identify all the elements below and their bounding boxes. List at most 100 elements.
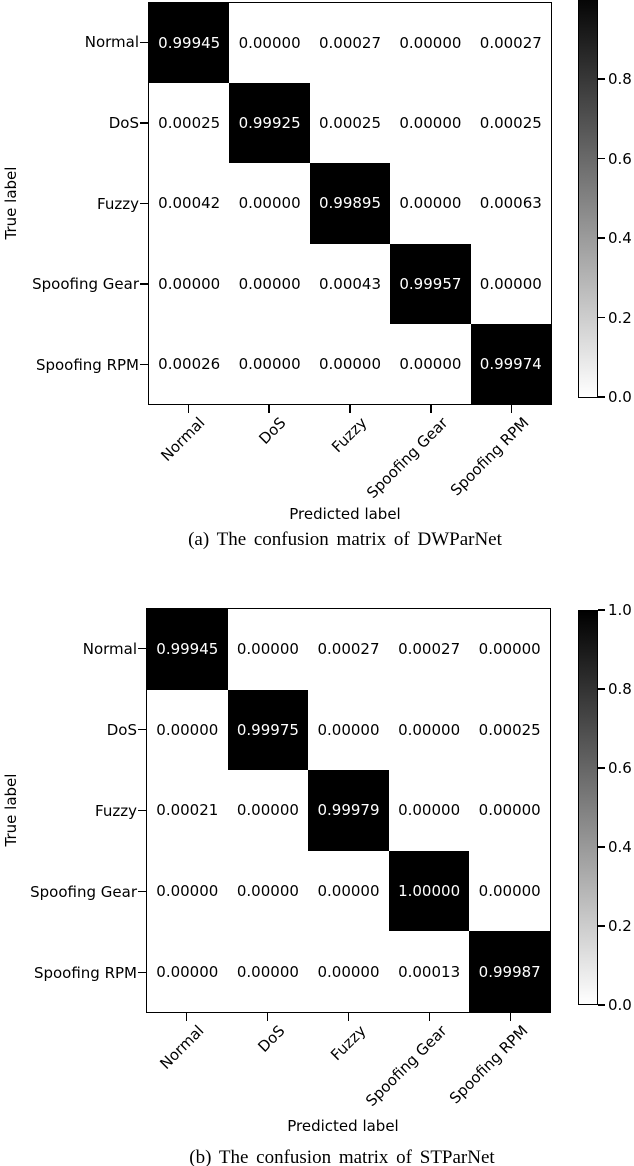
x-axis-title: Predicted label	[287, 1117, 399, 1135]
matrix-cell: 0.00000	[318, 354, 381, 373]
colorbar-tick-label: 0.6	[608, 759, 632, 777]
y-tick	[138, 971, 146, 974]
matrix-cell: 0.99925	[229, 83, 310, 164]
y-tick	[138, 890, 146, 893]
matrix-cell: 0.99975	[227, 689, 309, 771]
y-tick-label: Spoofing Gear	[32, 275, 139, 294]
matrix-cell: 0.00000	[398, 801, 461, 820]
matrix-cell: 0.00000	[399, 114, 462, 133]
heatmap-grid: 0.99945 0.00000 0.00027 0.00027 0.00000 0.000…	[146, 608, 551, 1013]
matrix-cell: 0.00000	[238, 194, 301, 213]
y-tick-label: Normal	[82, 639, 137, 658]
matrix-cell: 0.00000	[236, 640, 299, 659]
matrix-cell: 0.00025	[478, 720, 541, 739]
matrix-cell: 0.99974	[470, 323, 551, 404]
heatmap-grid: 0.99945 0.00000 0.00027 0.00000 0.00027 0.000…	[148, 2, 552, 405]
colorbar-tick	[598, 1004, 605, 1006]
confusion-matrix-chart-a: True label 0.99945 0.00000 0.00027 0.00000 0…	[0, 0, 634, 566]
colorbar-tick-label: 0.2	[608, 917, 632, 935]
matrix-cell: 0.00000	[156, 720, 219, 739]
colorbar-tick-label: 0.4	[608, 838, 632, 856]
colorbar-tick-label: 0.8	[608, 680, 632, 698]
x-tick	[187, 405, 190, 413]
colorbar-tick	[598, 846, 605, 848]
y-tick	[140, 122, 148, 124]
matrix-cell: 0.00025	[479, 114, 542, 133]
matrix-cell: 0.00000	[398, 720, 461, 739]
matrix-cell: 0.99945	[147, 609, 228, 690]
matrix-cell: 0.00000	[238, 274, 301, 293]
colorbar-tick	[598, 78, 605, 80]
y-tick	[140, 41, 148, 44]
x-tick	[347, 1013, 350, 1021]
matrix-cell: 0.00027	[479, 34, 542, 53]
y-tick	[140, 363, 148, 366]
y-tick-label: DoS	[108, 113, 139, 132]
matrix-cell: 0.00000	[478, 882, 541, 901]
matrix-cell: 0.00000	[317, 720, 380, 739]
x-tick	[349, 405, 351, 413]
colorbar-tick-label: 1.0	[608, 601, 632, 619]
matrix-cell: 0.00025	[318, 114, 381, 133]
matrix-cell: 0.99957	[390, 243, 471, 324]
matrix-cell: 0.00000	[236, 801, 299, 820]
y-tick-label: Fuzzy	[97, 194, 139, 213]
matrix-cell: 0.00000	[156, 962, 219, 981]
matrix-cell: 0.00042	[158, 194, 221, 213]
colorbar-tick-label: 0.0	[608, 388, 632, 406]
colorbar-tick-label: 0.4	[608, 229, 632, 247]
matrix-cell: 0.00000	[399, 194, 462, 213]
matrix-cell: 0.00000	[478, 640, 541, 659]
y-tick-label: Spoofing RPM	[33, 963, 137, 982]
y-tick	[140, 202, 148, 205]
y-tick-label: Spoofing Gear	[30, 882, 137, 901]
x-tick	[509, 1013, 512, 1021]
matrix-cell: 0.99895	[309, 163, 391, 244]
y-tick	[138, 728, 146, 731]
colorbar-tick	[598, 688, 605, 690]
y-tick	[138, 647, 146, 650]
colorbar-tick	[598, 237, 605, 239]
matrix-cell: 0.00021	[156, 801, 219, 820]
y-tick	[138, 809, 146, 812]
colorbar-tick	[598, 157, 605, 160]
colorbar-tick	[598, 767, 605, 769]
colorbar-tick-label: 0.8	[608, 70, 632, 88]
x-tick	[430, 405, 432, 413]
matrix-cell: 0.00025	[158, 114, 221, 133]
matrix-cell: 0.99987	[469, 931, 550, 1012]
y-tick-label: Normal	[84, 33, 139, 52]
x-tick	[266, 1013, 269, 1021]
colorbar	[578, 610, 598, 1005]
matrix-cell: 0.00000	[317, 882, 380, 901]
matrix-cell: 0.00013	[398, 962, 461, 981]
matrix-cell: 1.00000	[388, 850, 470, 932]
x-tick	[268, 405, 270, 413]
matrix-cell: 0.00027	[398, 640, 461, 659]
matrix-cell: 0.00000	[479, 274, 542, 293]
chart-caption: (a) The confusion matrix of DWParNet	[188, 529, 502, 550]
matrix-cell: 0.00043	[318, 274, 381, 293]
colorbar-tick	[598, 925, 605, 927]
x-tick	[510, 405, 513, 413]
confusion-matrix-chart-b: True label 0.99945 0.00000 0.00027 0.00027 0…	[0, 596, 634, 1166]
x-tick	[428, 1013, 431, 1021]
y-tick-label: Fuzzy	[95, 801, 137, 820]
matrix-cell: 0.00000	[236, 962, 299, 981]
colorbar-tick-label: 0.2	[608, 308, 632, 327]
matrix-cell: 0.00000	[478, 801, 541, 820]
matrix-cell: 0.00063	[479, 194, 542, 213]
y-tick	[140, 283, 148, 285]
x-axis-title: Predicted label	[289, 505, 401, 523]
colorbar	[578, 0, 598, 398]
chart-caption: (b) The confusion matrix of STParNet	[189, 1147, 495, 1166]
matrix-cell: 0.00000	[238, 354, 301, 373]
matrix-cell: 0.00000	[399, 354, 462, 373]
matrix-cell: 0.00027	[318, 34, 381, 53]
matrix-cell: 0.99979	[308, 770, 389, 851]
colorbar-tick-label: 0.0	[608, 996, 632, 1014]
matrix-cell: 0.00000	[156, 882, 219, 901]
colorbar-tick	[598, 396, 605, 398]
matrix-cell: 0.00026	[158, 354, 221, 373]
matrix-cell: 0.00000	[236, 882, 299, 901]
